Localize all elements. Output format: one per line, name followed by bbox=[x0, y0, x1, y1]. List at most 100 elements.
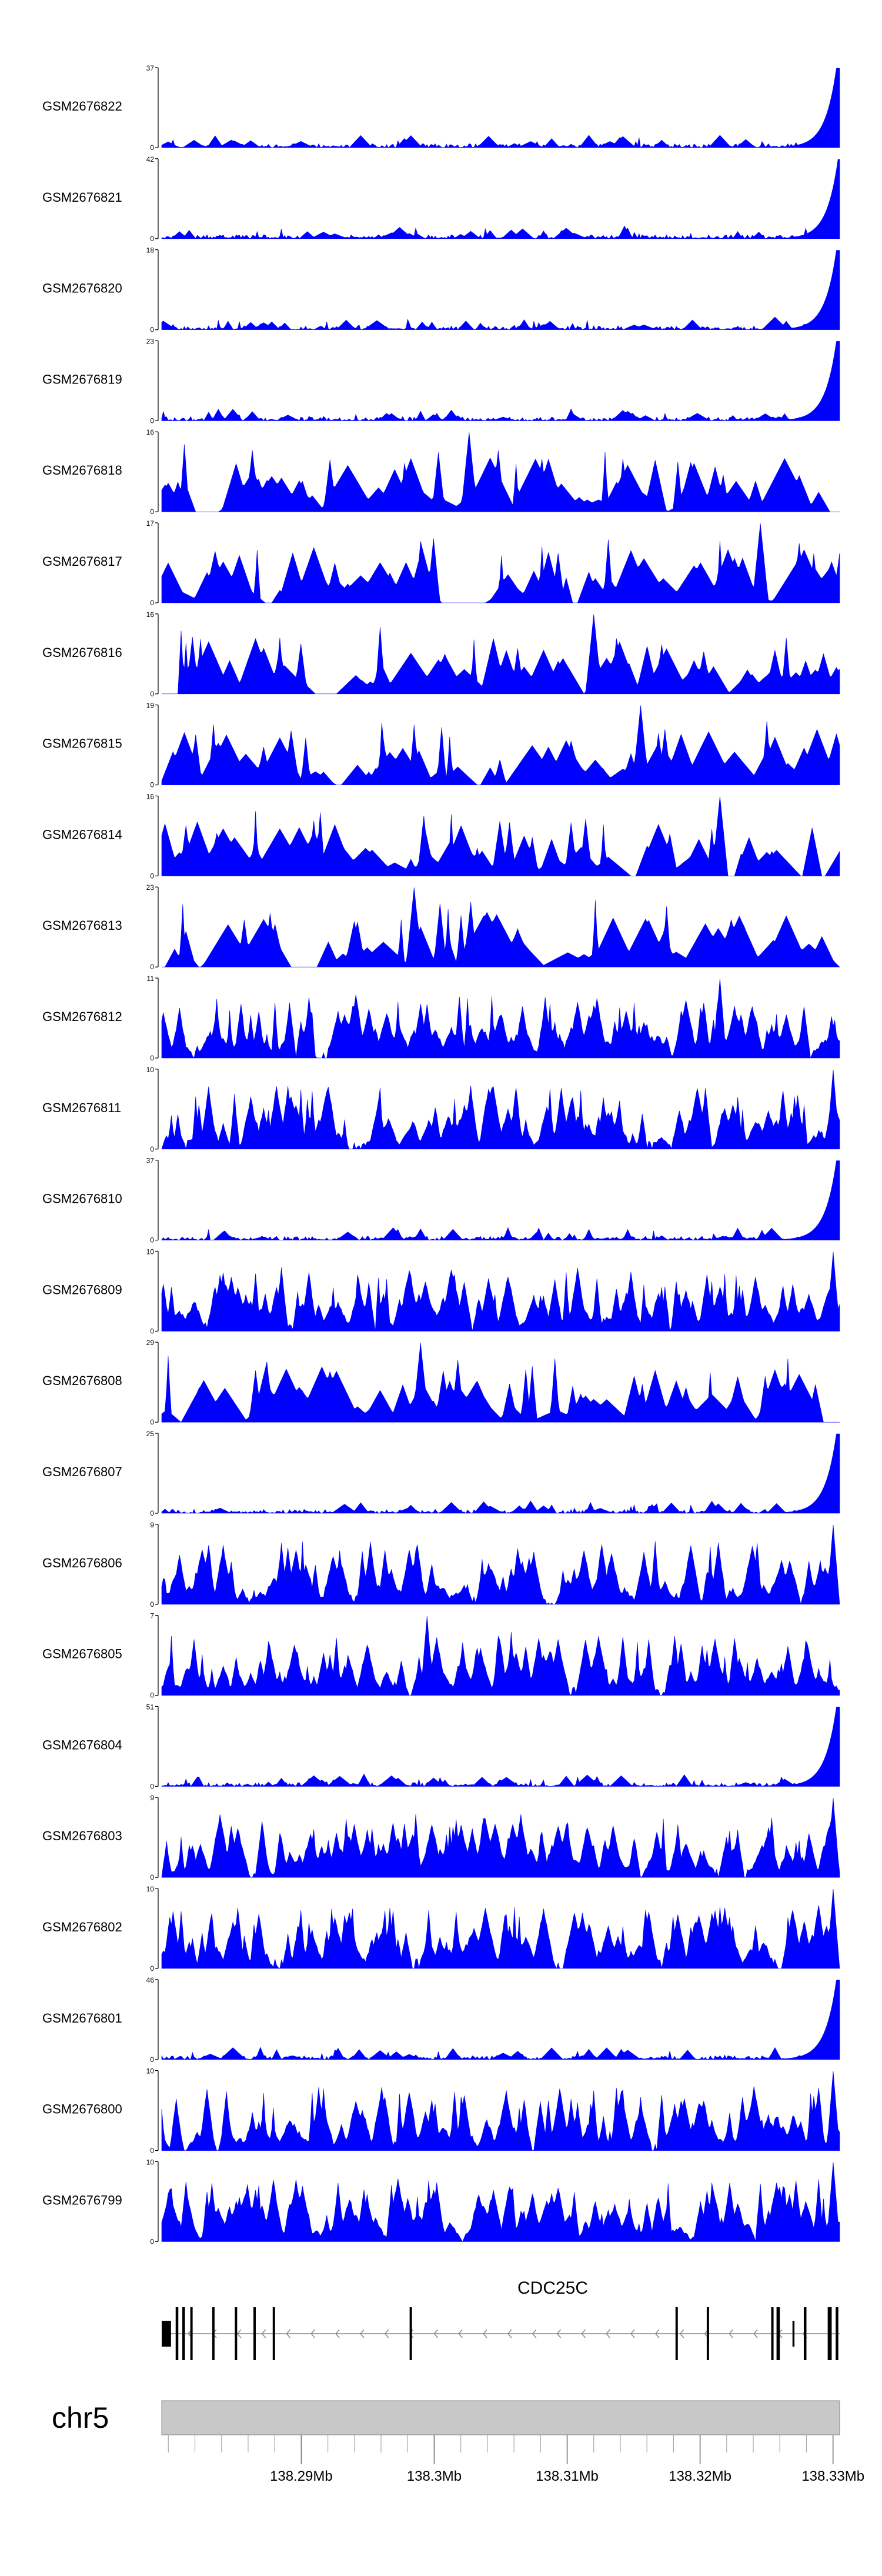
y-min-label: 0 bbox=[150, 1418, 154, 1426]
track-name-label: GSM2676801 bbox=[42, 2011, 122, 2026]
y-max-label: 37 bbox=[146, 64, 155, 72]
x-tick-label: 138.31Mb bbox=[536, 2468, 599, 2484]
y-min-label: 0 bbox=[150, 1964, 154, 1973]
coverage-track: GSM2676822 37 0 bbox=[42, 64, 840, 152]
strand-arrow bbox=[630, 2329, 635, 2338]
y-max-label: 10 bbox=[146, 1066, 155, 1074]
strand-arrow bbox=[359, 2329, 365, 2338]
strand-arrow bbox=[286, 2329, 291, 2338]
strand-arrow bbox=[753, 2329, 758, 2338]
exon bbox=[792, 2321, 795, 2347]
track-name-label: GSM2676818 bbox=[42, 463, 122, 478]
coverage-track: GSM2676820 18 0 bbox=[42, 246, 840, 334]
x-tick-label: 138.29Mb bbox=[270, 2468, 333, 2484]
coverage-area bbox=[161, 523, 840, 603]
coverage-track: GSM2676806 9 0 bbox=[42, 1521, 840, 1609]
coverage-area bbox=[161, 1616, 840, 1696]
y-min-label: 0 bbox=[150, 144, 154, 152]
coverage-area bbox=[161, 432, 840, 512]
track-name-label: GSM2676812 bbox=[42, 1009, 122, 1024]
coverage-track: GSM2676804 51 0 bbox=[42, 1703, 840, 1790]
track-name-label: GSM2676817 bbox=[42, 554, 122, 569]
y-max-label: 10 bbox=[146, 1247, 155, 1256]
coverage-track: GSM2676812 11 0 bbox=[42, 975, 840, 1062]
track-name-label: GSM2676808 bbox=[42, 1373, 122, 1388]
track-name-label: GSM2676800 bbox=[42, 2102, 122, 2117]
coverage-track: GSM2676799 10 0 bbox=[42, 2158, 840, 2245]
y-max-label: 9 bbox=[150, 1521, 154, 1529]
y-max-label: 18 bbox=[146, 246, 155, 255]
coverage-track: GSM2676811 10 0 bbox=[42, 1066, 840, 1153]
coverage-area bbox=[161, 978, 840, 1059]
x-tick-label: 138.33Mb bbox=[801, 2468, 864, 2484]
coverage-track: GSM2676810 37 0 bbox=[42, 1157, 840, 1244]
y-max-label: 37 bbox=[146, 1157, 155, 1165]
y-min-label: 0 bbox=[150, 1236, 154, 1244]
y-min-label: 0 bbox=[150, 1782, 154, 1790]
track-name-label: GSM2676811 bbox=[42, 1100, 121, 1115]
coverage-area bbox=[161, 1888, 840, 1969]
strand-arrow bbox=[507, 2329, 512, 2338]
coverage-area bbox=[161, 2162, 840, 2243]
ideogram-axis-track: chr5 138.29Mb 138.3Mb 138.31Mb 138.32Mb 138.3… bbox=[52, 2400, 864, 2484]
y-min-label: 0 bbox=[150, 872, 154, 880]
y-max-label: 19 bbox=[146, 702, 155, 710]
gene-model-track: CDC25C bbox=[162, 2278, 840, 2360]
exon bbox=[272, 2307, 275, 2360]
coverage-area bbox=[161, 1524, 840, 1605]
coverage-track: GSM2676801 46 0 bbox=[42, 1976, 840, 2064]
chromosome-label: chr5 bbox=[52, 2401, 109, 2434]
strand-arrow bbox=[310, 2329, 315, 2338]
track-name-label: GSM2676816 bbox=[42, 645, 122, 660]
coverage-area bbox=[161, 1707, 840, 1787]
coverage-area bbox=[161, 2071, 840, 2151]
y-min-label: 0 bbox=[150, 326, 154, 334]
coverage-track: GSM2676816 16 0 bbox=[42, 610, 840, 698]
coverage-track: GSM2676803 9 0 bbox=[42, 1794, 840, 1881]
y-max-label: 11 bbox=[147, 975, 155, 983]
exon bbox=[836, 2307, 838, 2360]
coverage-track: GSM2676807 25 0 bbox=[42, 1430, 840, 1517]
track-name-label: GSM2676804 bbox=[42, 1737, 122, 1752]
coverage-area bbox=[161, 1433, 840, 1514]
y-min-label: 0 bbox=[150, 1509, 154, 1517]
track-name-label: GSM2676815 bbox=[42, 736, 122, 751]
exon bbox=[212, 2307, 215, 2360]
exon bbox=[175, 2307, 179, 2360]
track-name-label: GSM2676802 bbox=[42, 1920, 122, 1934]
ideogram-band bbox=[161, 2400, 840, 2435]
coverage-tracks: GSM2676822370GSM2676821420GSM2676820180G… bbox=[42, 64, 840, 2245]
y-max-label: 10 bbox=[146, 2067, 155, 2076]
exon bbox=[190, 2307, 193, 2360]
coverage-track: GSM2676808 29 0 bbox=[42, 1339, 840, 1426]
y-min-label: 0 bbox=[150, 508, 154, 516]
y-max-label: 7 bbox=[150, 1612, 154, 1620]
coverage-track: GSM2676814 16 0 bbox=[42, 792, 840, 880]
coverage-area bbox=[161, 250, 840, 331]
exon bbox=[253, 2307, 256, 2360]
y-min-label: 0 bbox=[150, 1600, 154, 1609]
y-max-label: 10 bbox=[146, 1885, 155, 1893]
y-min-label: 0 bbox=[150, 781, 154, 789]
y-min-label: 0 bbox=[150, 1054, 154, 1062]
coverage-track: GSM2676815 19 0 bbox=[42, 702, 840, 789]
coverage-track: GSM2676809 10 0 bbox=[42, 1247, 840, 1335]
track-name-label: GSM2676805 bbox=[42, 1647, 122, 1661]
y-min-label: 0 bbox=[150, 690, 154, 698]
y-min-label: 0 bbox=[150, 2237, 154, 2245]
track-name-label: GSM2676809 bbox=[42, 1282, 122, 1297]
y-max-label: 23 bbox=[146, 883, 155, 892]
y-max-label: 51 bbox=[146, 1703, 155, 1711]
y-max-label: 16 bbox=[146, 428, 155, 436]
x-tick-label: 138.32Mb bbox=[669, 2468, 731, 2484]
strand-arrow bbox=[433, 2329, 439, 2338]
coverage-area bbox=[161, 1252, 840, 1332]
strand-arrow bbox=[532, 2329, 537, 2338]
track-name-label: GSM2676821 bbox=[42, 190, 122, 205]
track-name-label: GSM2676806 bbox=[42, 1556, 122, 1570]
y-min-label: 0 bbox=[150, 1691, 154, 1700]
y-max-label: 29 bbox=[146, 1339, 155, 1347]
strand-arrow bbox=[654, 2329, 660, 2338]
coverage-track: GSM2676819 23 0 bbox=[42, 337, 840, 425]
